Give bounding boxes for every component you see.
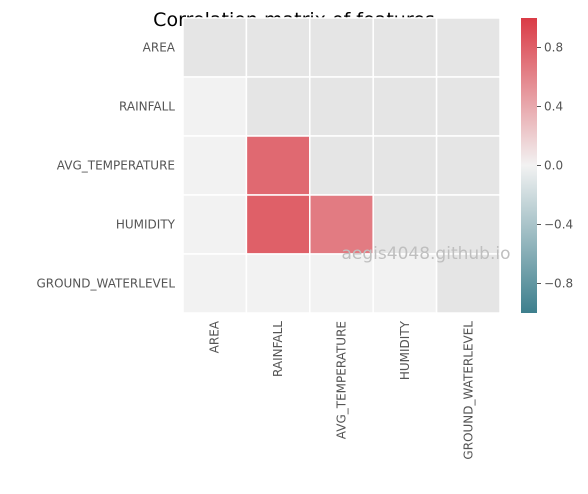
column-label-ground_waterlevel: GROUND_WATERLEVEL — [461, 321, 475, 460]
row-label-area: AREA — [143, 41, 176, 55]
row-label-avg_temperature: AVG_TEMPERATURE — [57, 159, 175, 173]
heatmap-cell-rainfall-rainfall — [245, 76, 311, 137]
colorbar-tick-label: −0.4 — [544, 218, 573, 232]
colorbar — [521, 18, 537, 313]
column-label-avg_temperature: AVG_TEMPERATURE — [335, 321, 349, 439]
watermark-text: aegis4048.github.io — [342, 244, 511, 264]
heatmap-cell-area-rainfall — [245, 17, 311, 78]
heatmap-cell-ground_waterlevel-ground_waterlevel — [435, 253, 501, 314]
row-label-rainfall: RAINFALL — [119, 100, 175, 114]
heatmap-cell-avg_temperature-humidity — [372, 135, 438, 196]
row-labels: AREA RAINFALL AVG_TEMPERATURE HUMIDITY GROUN… — [36, 41, 175, 291]
colorbar-tick-label: 0.0 — [544, 159, 563, 173]
heatmap-cell-avg_temperature-ground_waterlevel — [435, 135, 501, 196]
row-label-ground_waterlevel: GROUND_WATERLEVEL — [36, 277, 175, 291]
heatmap-cell-ground_waterlevel-area — [182, 253, 248, 314]
colorbar-ticks: 0.8 0.4 0.0 −0.4 −0.8 — [537, 41, 573, 291]
heatmap-cell-area-ground_waterlevel — [435, 17, 501, 78]
heatmap-cell-humidity-area — [182, 194, 248, 255]
heatmap-cell-humidity-ground_waterlevel — [435, 194, 501, 255]
column-label-area: AREA — [208, 320, 222, 353]
heatmap-cell-area-avg_temperature — [309, 17, 374, 78]
heatmap-cell-avg_temperature-rainfall — [245, 135, 311, 196]
column-label-humidity: HUMIDITY — [398, 320, 412, 380]
heatmap-cell-rainfall-ground_waterlevel — [435, 76, 501, 137]
heatmap-cell-avg_temperature-avg_temperature — [309, 135, 374, 196]
heatmap-cell-ground_waterlevel-humidity — [372, 253, 438, 314]
heatmap-cell-area-humidity — [372, 17, 438, 78]
heatmap-cell-area-area — [182, 17, 248, 78]
column-label-rainfall: RAINFALL — [271, 321, 285, 377]
heatmap-cells — [182, 17, 501, 314]
colorbar-tick-label: 0.8 — [544, 41, 563, 55]
heatmap-cell-rainfall-humidity — [372, 76, 438, 137]
heatmap-cell-rainfall-area — [182, 76, 248, 137]
colorbar-gradient — [521, 18, 537, 313]
column-labels: AREA RAINFALL AVG_TEMPERATURE HUMIDITY GROUN… — [208, 320, 476, 459]
heatmap-cell-ground_waterlevel-rainfall — [245, 253, 311, 314]
colorbar-tick-label: 0.4 — [544, 100, 563, 114]
row-label-humidity: HUMIDITY — [116, 218, 176, 232]
colorbar-tick-label: −0.8 — [544, 277, 573, 291]
heatmap-cell-avg_temperature-area — [182, 135, 248, 196]
heatmap-cell-rainfall-avg_temperature — [309, 76, 374, 137]
heatmap-cell-humidity-rainfall — [245, 194, 311, 255]
